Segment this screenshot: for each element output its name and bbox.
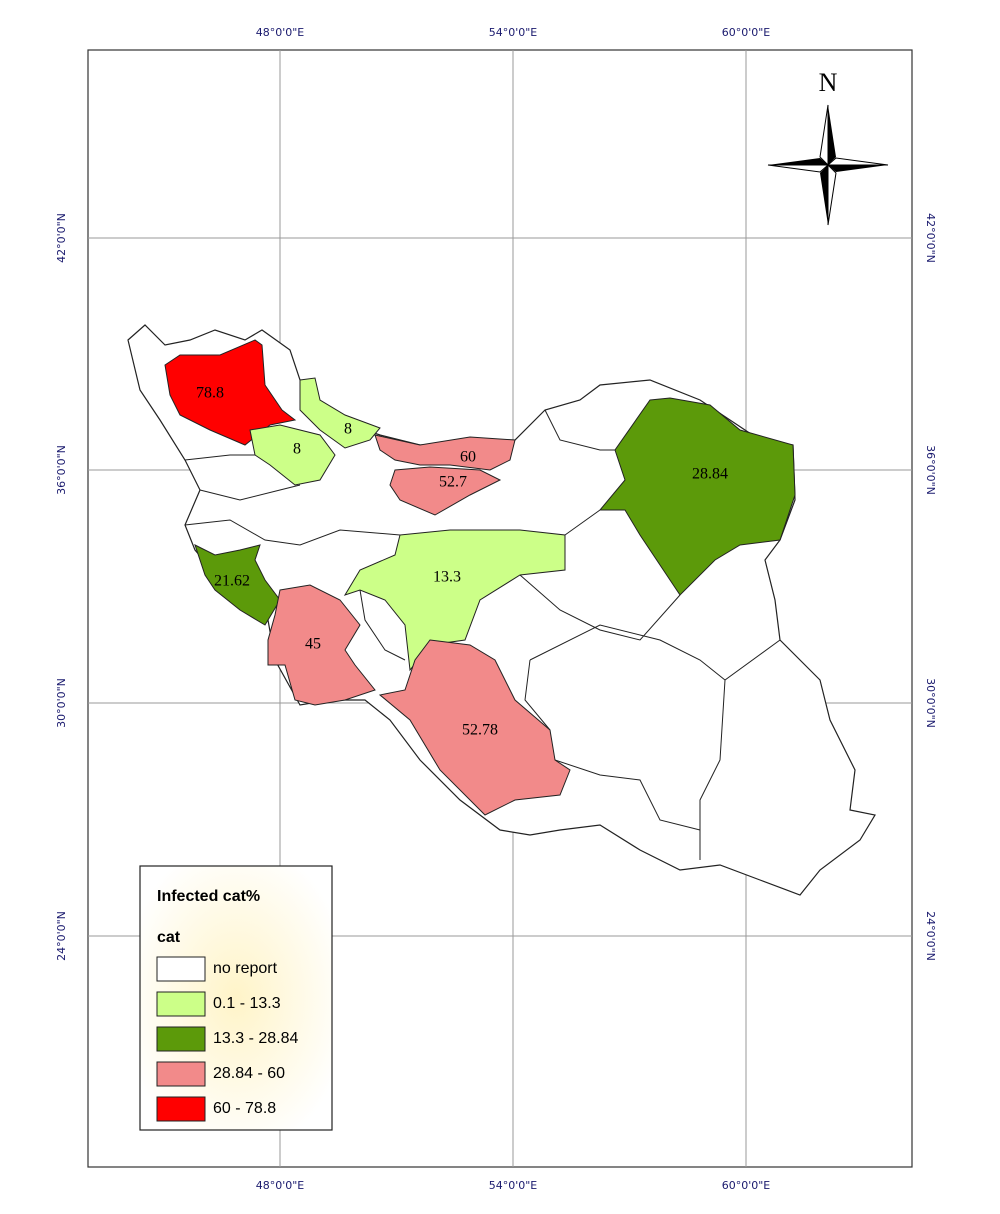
arrow-part — [819, 104, 829, 167]
legend-label: 0.1 - 13.3 — [213, 995, 281, 1012]
legend-label: 13.3 - 28.84 — [213, 1030, 299, 1047]
province-label: 28.84 — [692, 466, 728, 483]
grid-label: 36°0'0"N — [924, 445, 937, 495]
legend-subtitle: cat — [157, 929, 181, 946]
arrow-part — [828, 165, 888, 172]
border — [529, 624, 781, 681]
province — [378, 639, 571, 816]
grid-label: 60°0'0"E — [722, 26, 771, 39]
regions: 78.8 8 8 60 52.7 28.84 21.62 13.3 45 52.78 — [164, 339, 796, 816]
legend-swatch — [156, 1061, 206, 1087]
arrow-part — [827, 163, 837, 226]
legend-label: no report — [213, 960, 278, 977]
province — [267, 584, 376, 706]
border — [359, 589, 406, 661]
grid-label: 30°0'0"N — [924, 678, 937, 728]
province-label: 52.7 — [439, 474, 467, 491]
legend-items: no report 0.1 - 13.3 13.3 - 28.84 28.84 - 6… — [156, 956, 299, 1122]
arrow-part — [820, 165, 828, 225]
province-label: 8 — [344, 421, 352, 438]
province — [389, 466, 502, 516]
border — [524, 659, 551, 731]
grid-label: 54°0'0"E — [489, 1179, 538, 1192]
arrow-part — [826, 157, 889, 166]
border — [554, 759, 701, 831]
legend-swatch — [156, 1026, 206, 1052]
grid-label: 30°0'0"N — [55, 678, 68, 728]
legend-swatch — [156, 956, 206, 982]
province-label: 78.8 — [196, 385, 224, 402]
legend-label: 28.84 - 60 — [213, 1065, 285, 1082]
border — [519, 574, 681, 641]
grid-label: 54°0'0"E — [489, 26, 538, 39]
province-borders — [184, 409, 781, 860]
legend-label: 60 - 78.8 — [213, 1100, 276, 1117]
arrow-part — [768, 158, 828, 165]
arrow-part — [828, 105, 836, 165]
province — [374, 434, 516, 471]
grid-label: 42°0'0"N — [55, 213, 68, 263]
province — [299, 377, 381, 449]
border — [199, 484, 301, 501]
grid-label: 42°0'0"N — [924, 213, 937, 263]
grid-label: 48°0'0"E — [256, 1179, 305, 1192]
province-label: 13.3 — [433, 569, 461, 586]
province-label: 21.62 — [214, 573, 250, 590]
legend-title: Infected cat% — [157, 888, 260, 905]
arrow-part — [767, 164, 830, 173]
province — [194, 544, 281, 626]
grid-label: 24°0'0"N — [55, 911, 68, 961]
border — [184, 519, 401, 546]
border — [564, 509, 601, 536]
frame — [87, 49, 913, 1168]
north-label: N — [819, 68, 838, 97]
province — [249, 424, 336, 486]
legend-swatch — [156, 991, 206, 1017]
province-label: 8 — [293, 441, 301, 458]
legend-swatch — [156, 1096, 206, 1122]
grid-label: 60°0'0"E — [722, 1179, 771, 1192]
province — [164, 339, 297, 446]
north-arrow: N — [767, 68, 889, 226]
grid-label: 48°0'0"E — [256, 26, 305, 39]
province-label: 52.78 — [462, 722, 498, 739]
grid-label: 24°0'0"N — [924, 911, 937, 961]
border — [544, 409, 615, 451]
province-label: 45 — [305, 636, 321, 653]
grid-label: 36°0'0"N — [55, 445, 68, 495]
province-label: 60 — [460, 449, 476, 466]
province — [598, 397, 796, 596]
border — [184, 454, 255, 461]
